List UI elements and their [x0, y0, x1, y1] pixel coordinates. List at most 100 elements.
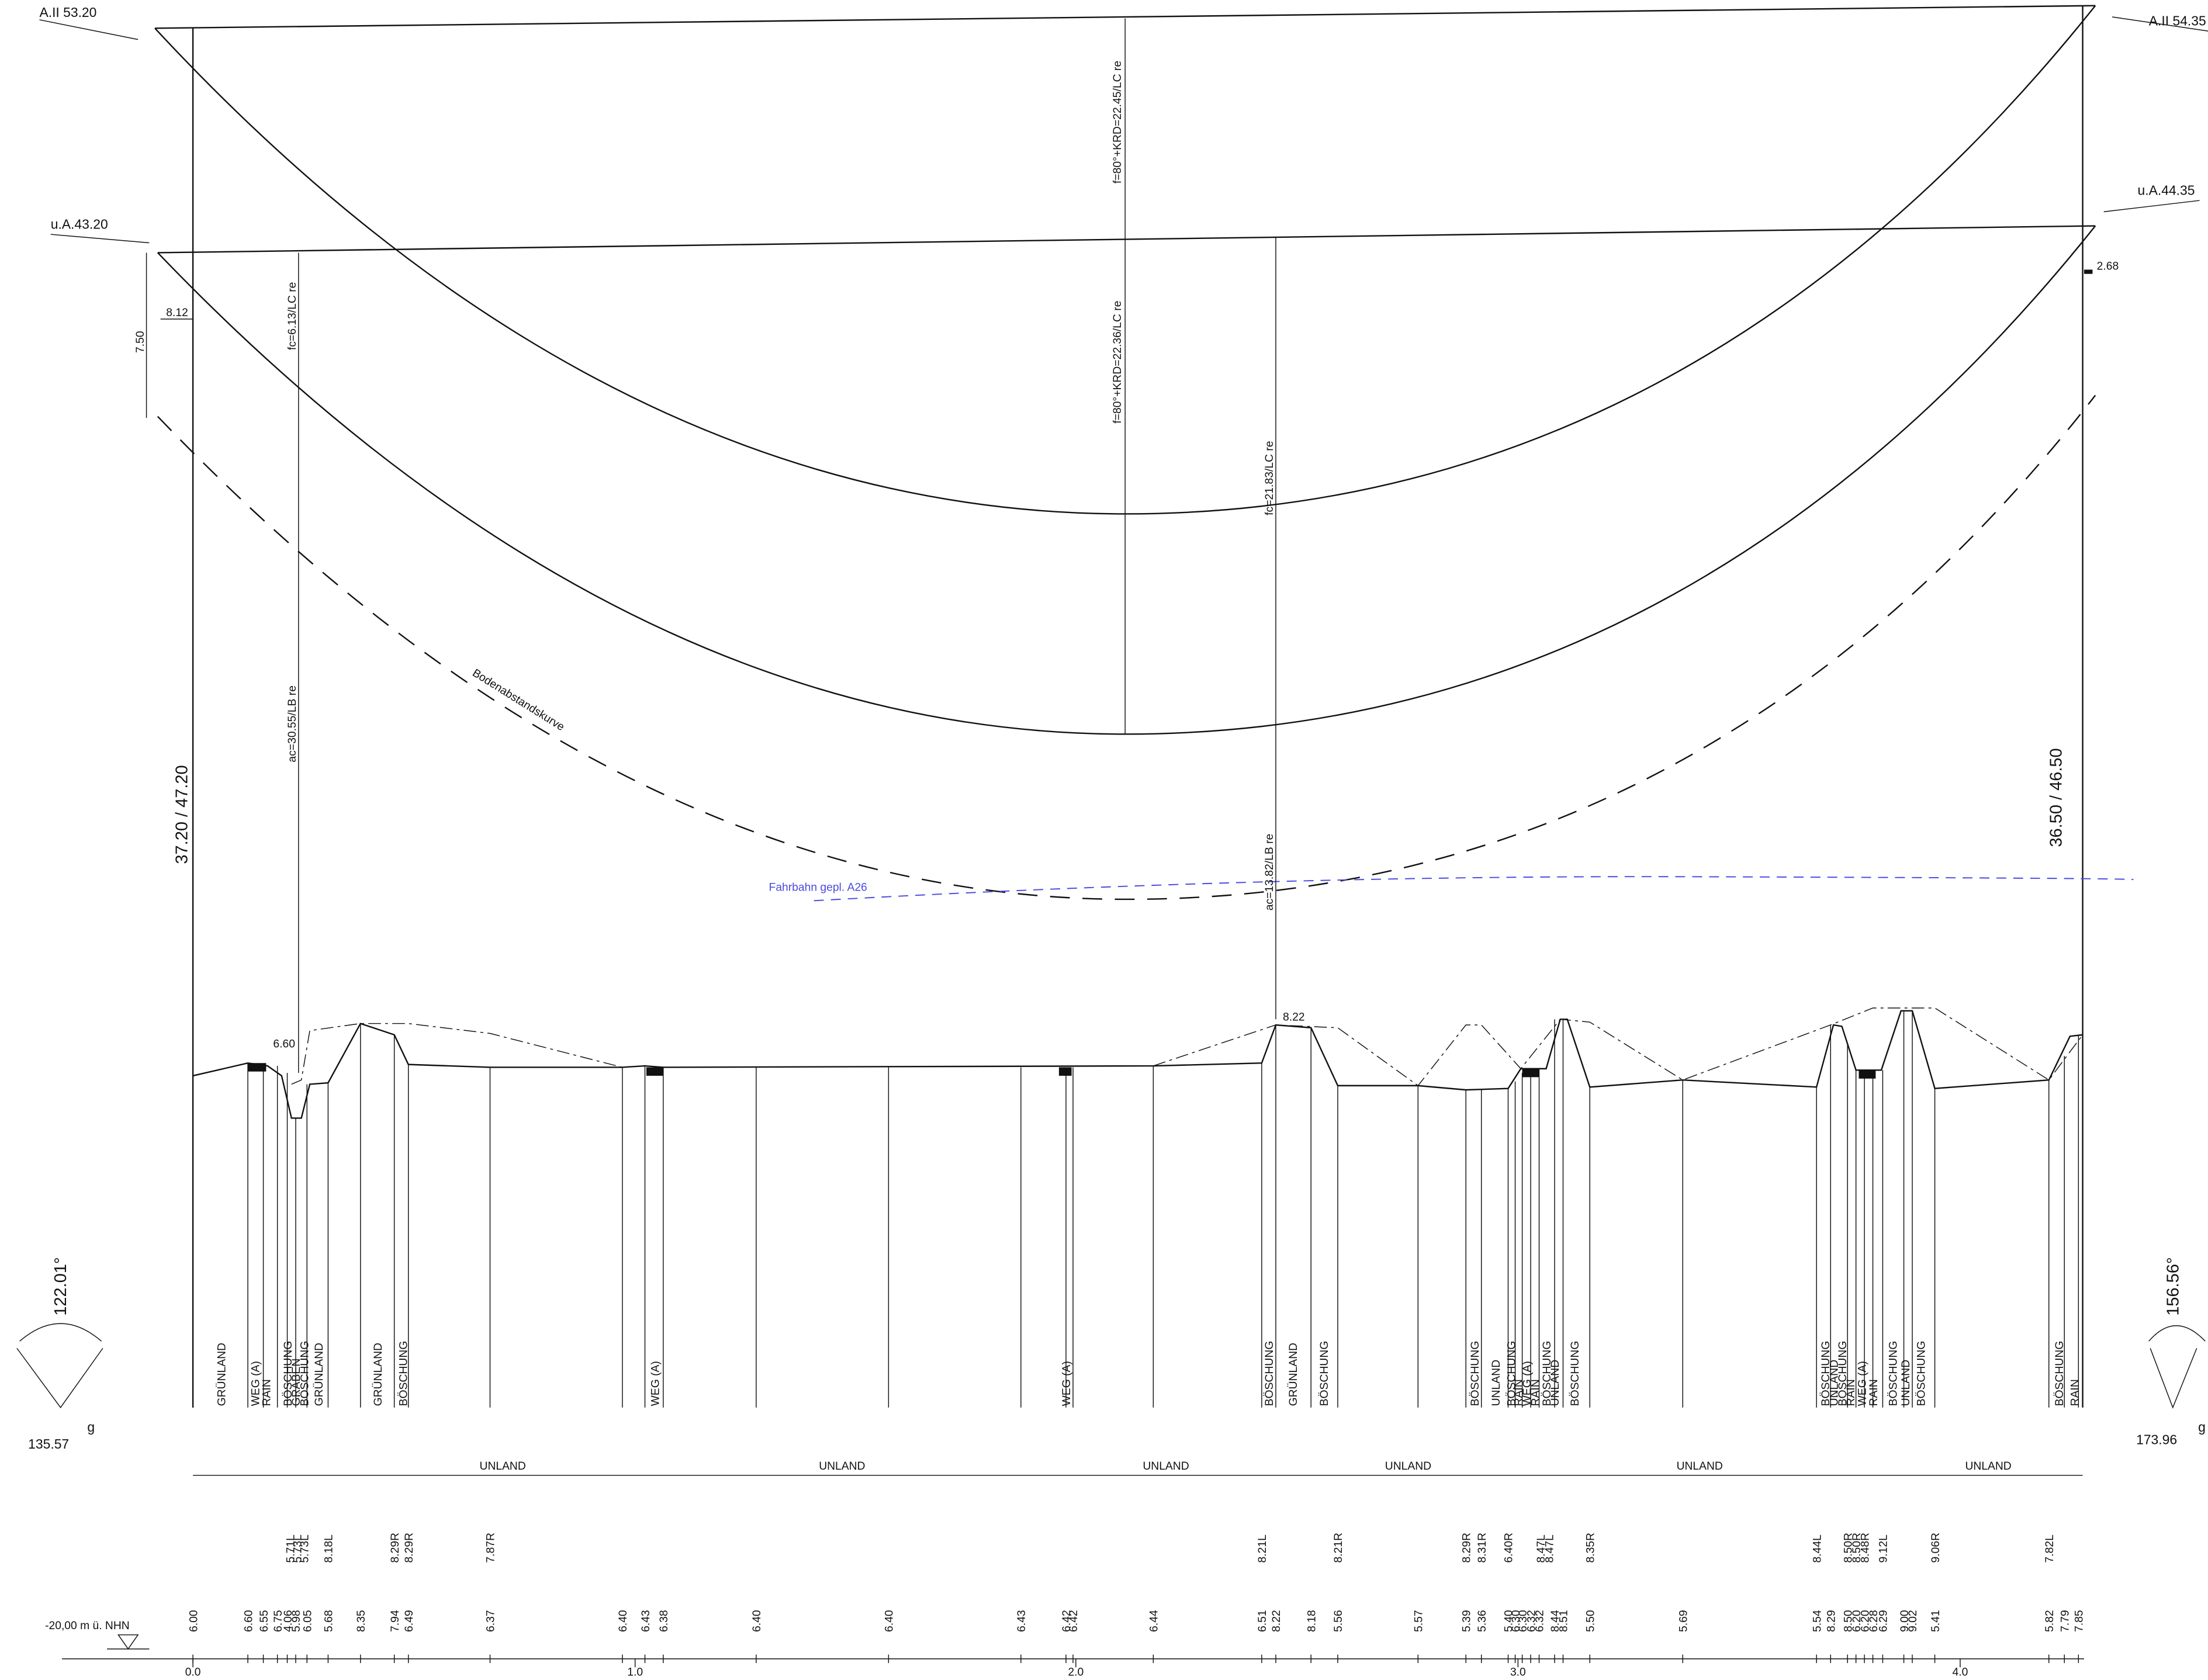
bearing-unit: g — [2198, 1419, 2206, 1435]
lower-line — [157, 225, 2096, 254]
ground-label: RAIN — [2069, 1379, 2081, 1406]
elevation-label: 6.51 — [1257, 1610, 1269, 1632]
station-label: 1.0 — [627, 1667, 643, 1679]
ground-label: BÖSCHUNG — [1506, 1341, 1518, 1407]
offset-label: 8.29R — [403, 1533, 416, 1563]
dimension: 7.50 — [134, 331, 147, 353]
offset-label: 8.47L — [1535, 1534, 1548, 1563]
offset-label: 8.29R — [1461, 1533, 1473, 1563]
datum-symbol — [107, 1634, 150, 1650]
clearance-label: ac=13.82/LB re — [1264, 834, 1276, 911]
elevation-label: 8.51 — [1558, 1610, 1570, 1632]
offset-label: 8.50R — [1851, 1533, 1863, 1563]
path-block — [248, 1063, 267, 1072]
dimension: 2.68 — [2097, 260, 2119, 272]
leader — [2112, 16, 2208, 32]
ground-label: UNLAND — [1900, 1360, 1912, 1407]
ground-label: GRÜNLAND — [1287, 1343, 1300, 1407]
clearance-label: fc=21.83/LC re — [1264, 441, 1276, 515]
offset-label: 8.44L — [1811, 1534, 1823, 1563]
elevation-label: 8.44 — [1549, 1610, 1562, 1632]
ground-label: UNLAND — [1549, 1360, 1562, 1407]
elevation-label: 6.00 — [188, 1610, 200, 1632]
ground-label: BÖSCHUNG — [2053, 1341, 2066, 1407]
elevation-label: 5.57 — [1413, 1610, 1425, 1632]
angle-symbol — [2148, 1325, 2206, 1409]
tower-label: A.II 54.35 — [2149, 13, 2206, 28]
ground-label: BÖSCHUNG — [397, 1341, 410, 1407]
clearance-label: f=80°+KRD=22.36/LC re — [1112, 301, 1124, 424]
elevation-label: 6.28 — [1868, 1610, 1880, 1632]
offset-label: 8.35R — [1585, 1533, 1597, 1563]
elevation-label: 6.37 — [485, 1610, 497, 1632]
ground-label: WEG (A) — [1061, 1361, 1073, 1406]
offset-label: 8.47L — [1544, 1534, 1556, 1563]
elevation-label: 6.49 — [403, 1610, 416, 1632]
ground-label: BÖSCHUNG — [1569, 1341, 1581, 1407]
elevation-label: 7.94 — [389, 1610, 402, 1632]
bearing-label: 173.96 — [2136, 1432, 2177, 1447]
elevation-label: 6.30 — [1510, 1610, 1522, 1632]
leader — [39, 19, 139, 40]
elevation-label: 5.82 — [2044, 1610, 2056, 1632]
elevation-label: 6.40 — [751, 1610, 763, 1632]
ground-label: BÖSCHUNG — [1541, 1341, 1553, 1407]
path-block — [646, 1067, 663, 1076]
ground-label: BÖSCHUNG — [1819, 1341, 1832, 1407]
tower-label: A.II 53.20 — [39, 5, 96, 20]
bearing-unit: g — [87, 1419, 95, 1435]
tower-heights: 37.20 / 47.20 — [172, 765, 191, 864]
ground-label: BÖSCHUNG — [282, 1341, 295, 1407]
elevation-label: 8.29 — [1826, 1610, 1838, 1632]
offset-label: 7.82L — [2044, 1534, 2056, 1563]
elevation-label: 6.20 — [1859, 1610, 1871, 1632]
angle-label: 156.56° — [2164, 1257, 2182, 1315]
elevation-label: 5.69 — [1678, 1610, 1690, 1632]
elevation-label: 5.40 — [1503, 1610, 1515, 1632]
offset-label: 5.73L — [292, 1534, 304, 1563]
elevation-label: 6.75 — [272, 1610, 285, 1632]
offset-label: 8.48R — [1859, 1533, 1871, 1563]
ground-label: BÖSCHUNG — [1915, 1341, 1928, 1407]
datum-label: -20,00 m ü. NHN — [45, 1620, 130, 1632]
elevation-label: 5.68 — [323, 1610, 335, 1632]
station-label: 4.0 — [1953, 1667, 1968, 1679]
road-label: Fahrbahn gepl. A26 — [769, 881, 867, 893]
elevation-label: 6.32 — [1525, 1610, 1538, 1632]
station-label: 3.0 — [1510, 1667, 1526, 1679]
land-use-label: UNLAND — [480, 1460, 526, 1473]
offset-label: 9.12L — [1878, 1534, 1890, 1563]
offset-label: 8.18L — [323, 1534, 335, 1563]
path-block — [1859, 1070, 1876, 1079]
elevation-label: 8.35 — [355, 1610, 368, 1632]
elevation-label: 7.79 — [2059, 1610, 2071, 1632]
station-label: 0.0 — [185, 1667, 201, 1679]
elevation-label: 5.41 — [1930, 1610, 1942, 1632]
ground-label: BÖSCHUNG — [299, 1341, 312, 1407]
land-use-label: UNLAND — [1143, 1460, 1189, 1473]
elevation-label: 5.50 — [1585, 1610, 1597, 1632]
ground-label: RAIN — [1530, 1379, 1542, 1406]
curve-label: Bodenabstandskurve — [470, 667, 567, 733]
land-use-label: UNLAND — [1677, 1460, 1723, 1473]
station-label: 2.0 — [1068, 1667, 1084, 1679]
elevation-label: 6.43 — [1016, 1610, 1028, 1632]
elevation-label: 6.42 — [1061, 1610, 1073, 1632]
elevation-label: 6.42 — [1068, 1610, 1080, 1632]
offset-label: 6.40R — [1503, 1533, 1515, 1563]
elevation-label: 6.20 — [1851, 1610, 1863, 1632]
elevation-label: 6.38 — [658, 1610, 670, 1632]
clearance-label: f=80°+KRD=22.45/LC re — [1112, 61, 1124, 183]
offset-label: 8.31R — [1476, 1533, 1489, 1563]
elevation-label: 6.40 — [617, 1610, 629, 1632]
elevation-label: 5.54 — [1811, 1610, 1823, 1632]
offset-label: 7.87R — [485, 1533, 497, 1563]
elevation-label: 5.36 — [1476, 1610, 1489, 1632]
land-use-label: UNLAND — [1965, 1460, 2012, 1473]
ground-label: RAIN — [1513, 1379, 1525, 1406]
clearance-curve — [157, 394, 2096, 900]
tower-heights: 36.50 / 46.50 — [2047, 748, 2065, 847]
bearing-label: 135.57 — [28, 1436, 69, 1452]
elevation-label: 9.02 — [1907, 1610, 1919, 1632]
